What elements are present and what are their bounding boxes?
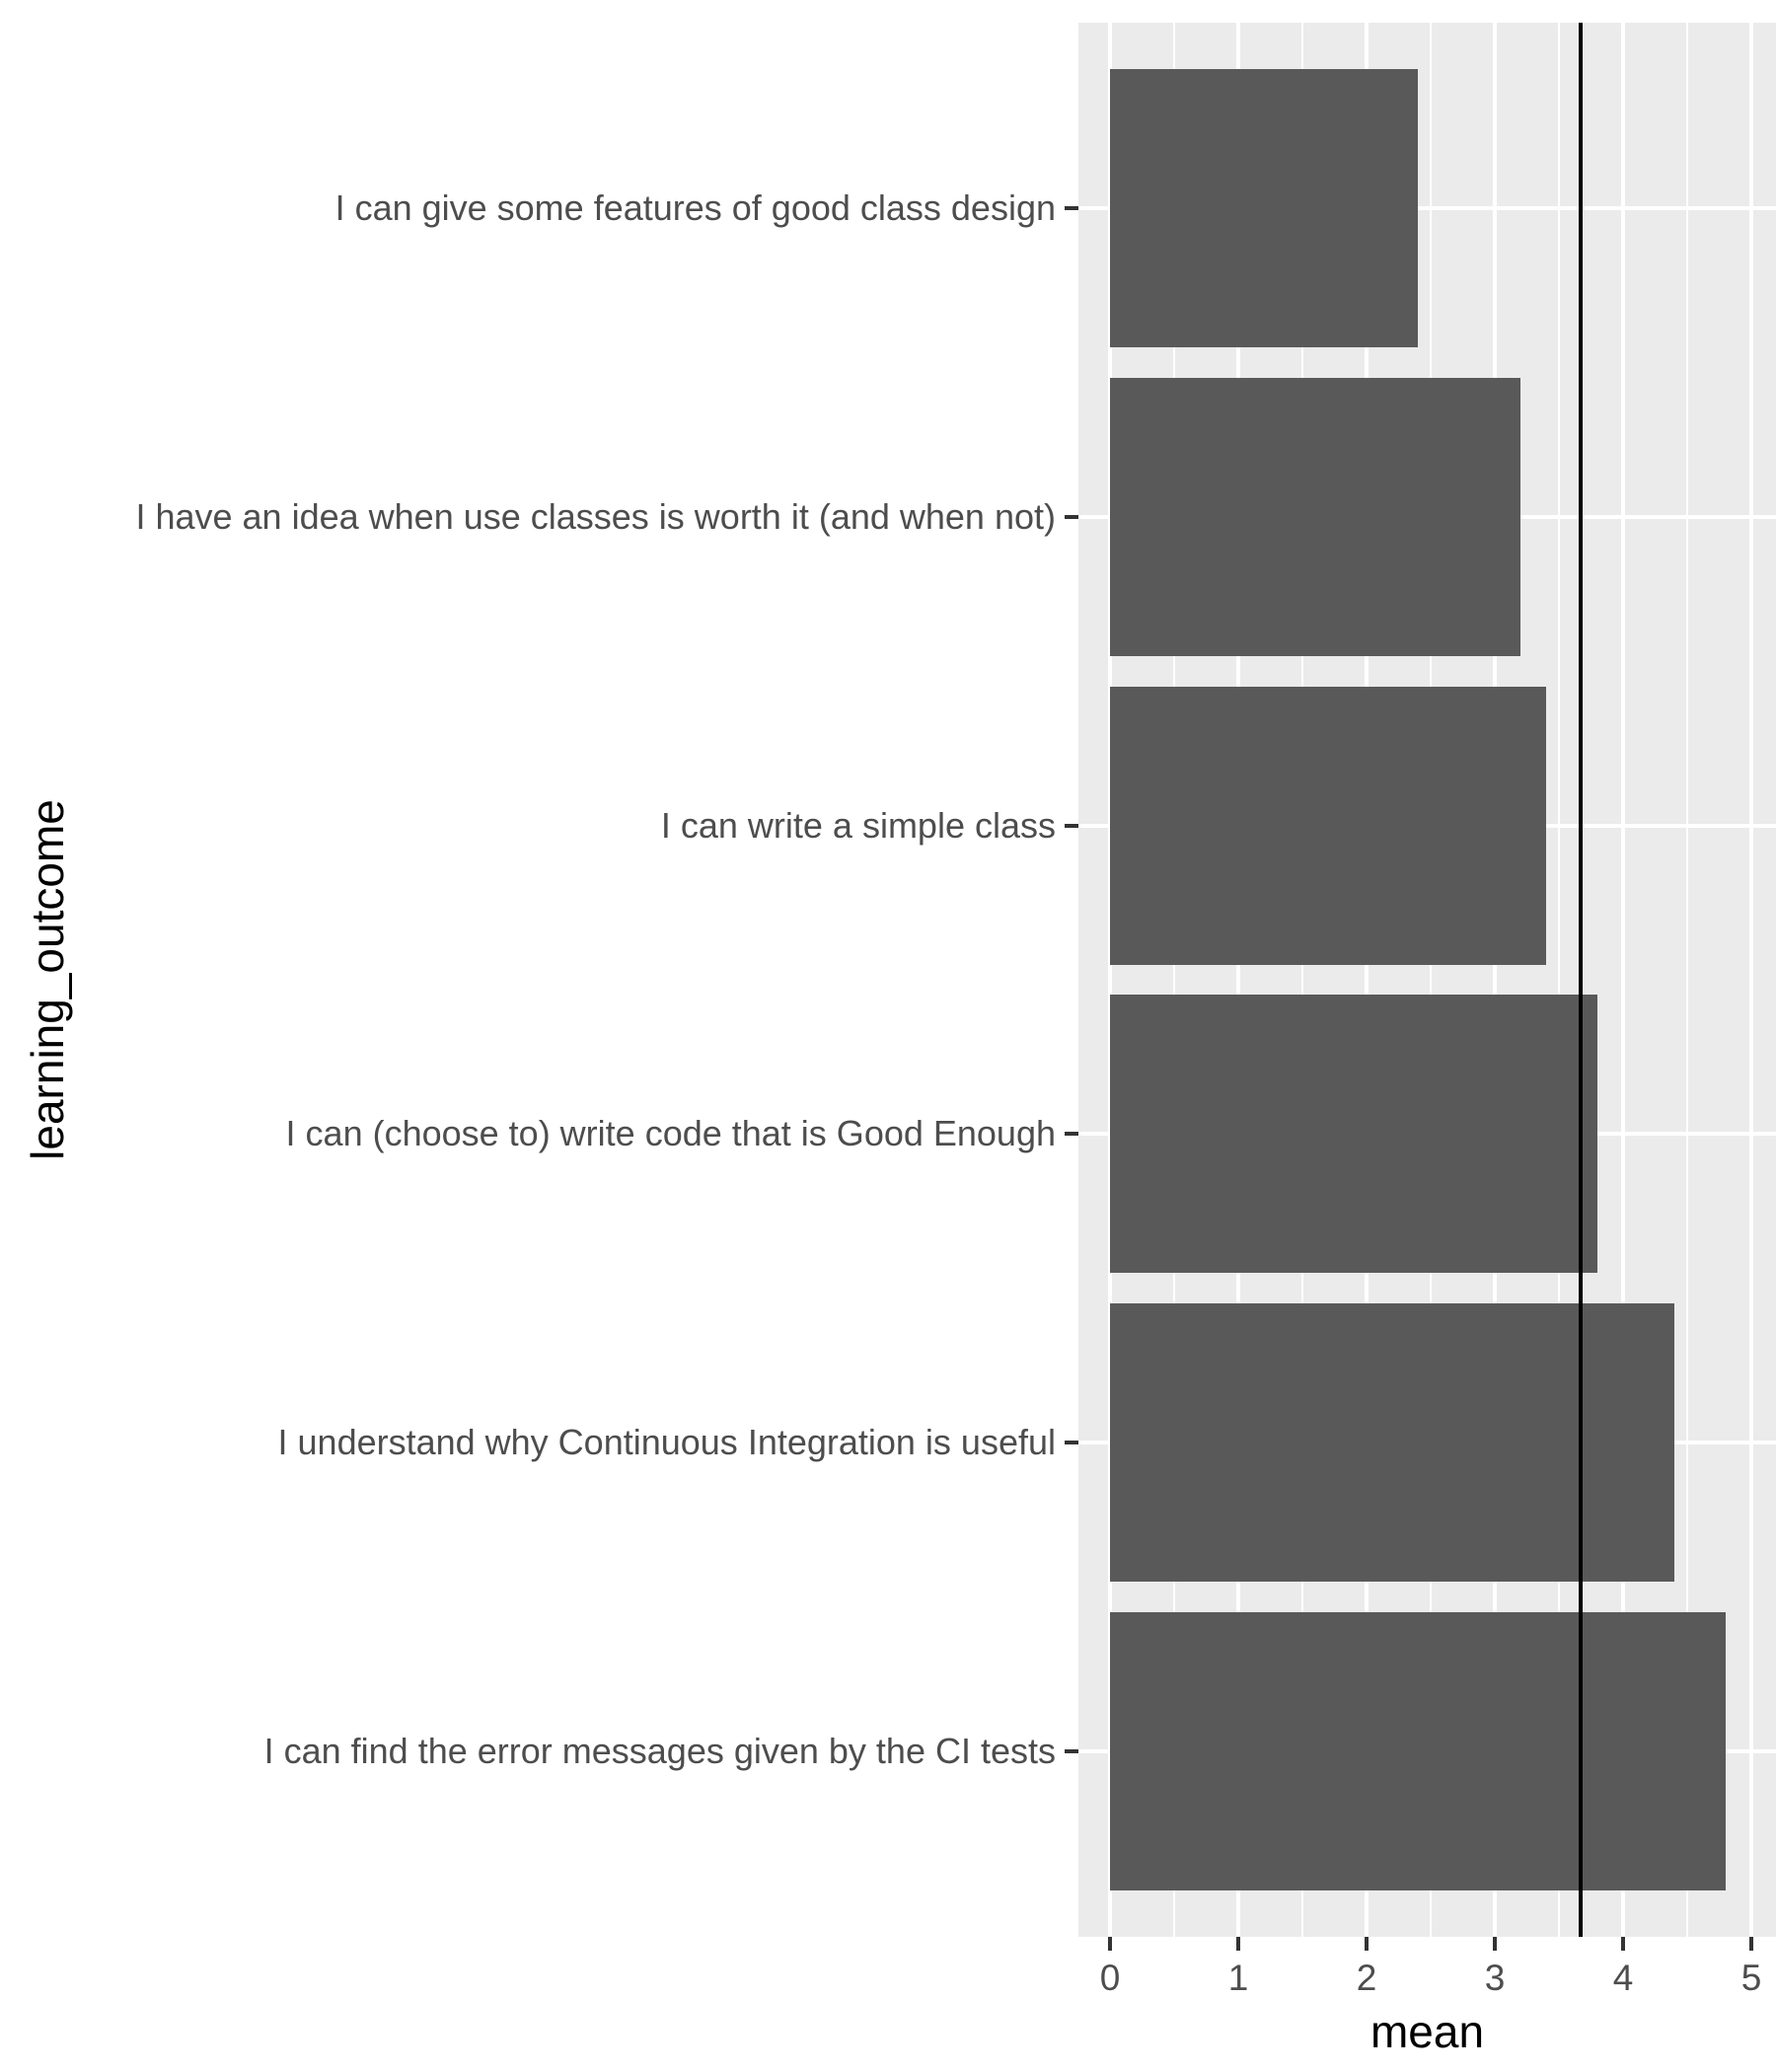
y-tick-mark	[1065, 205, 1078, 210]
y-axis-label: I understand why Continuous Integration …	[277, 1422, 1056, 1463]
x-tick-mark	[1621, 1937, 1625, 1951]
y-axis-label: I have an idea when use classes is worth…	[135, 495, 1056, 537]
x-tick-label: 2	[1356, 1958, 1377, 1998]
x-axis-title: mean	[1369, 2006, 1485, 2057]
major-gridline	[1365, 23, 1369, 1937]
y-tick-mark	[1065, 1749, 1078, 1754]
y-axis-label: I can find the error messages given by t…	[263, 1731, 1056, 1772]
x-tick-label: 4	[1612, 1958, 1634, 1998]
y-axis-title: learning_outcome	[22, 799, 73, 1160]
x-tick-label: 3	[1484, 1958, 1506, 1998]
minor-gridline	[1429, 23, 1433, 1937]
minor-gridline	[1172, 23, 1176, 1937]
major-gridline	[1749, 23, 1753, 1937]
minor-gridline	[1685, 23, 1689, 1937]
x-tick-label: 5	[1740, 1958, 1762, 1998]
minor-gridline	[1557, 23, 1561, 1937]
major-gridline	[1108, 23, 1112, 1937]
plot-panel	[1078, 23, 1776, 1937]
x-tick-mark	[1365, 1937, 1369, 1951]
category-gridline	[1078, 205, 1776, 210]
y-axis-label: I can give some features of good class d…	[334, 186, 1056, 228]
bar-4	[1110, 995, 1597, 1273]
x-tick-mark	[1493, 1937, 1497, 1951]
bar-1	[1110, 69, 1418, 347]
y-tick-mark	[1065, 823, 1078, 828]
y-tick-mark	[1065, 1441, 1078, 1445]
x-tick-label: 1	[1227, 1958, 1249, 1998]
x-tick-mark	[1749, 1937, 1753, 1951]
y-tick-mark	[1065, 514, 1078, 519]
x-tick-mark	[1236, 1937, 1240, 1951]
x-tick-mark	[1108, 1937, 1112, 1951]
y-axis-label: I can write a simple class	[660, 804, 1056, 846]
y-axis-label: I can (choose to) write code that is Goo…	[285, 1113, 1056, 1154]
x-tick-label: 0	[1099, 1958, 1121, 1998]
bar-5	[1110, 1303, 1674, 1582]
minor-gridline	[1300, 23, 1304, 1937]
bar-2	[1110, 378, 1520, 656]
major-gridline	[1493, 23, 1497, 1937]
major-gridline	[1236, 23, 1240, 1937]
mean-reference-line	[1578, 23, 1583, 1937]
bar-6	[1110, 1612, 1726, 1890]
major-gridline	[1621, 23, 1625, 1937]
y-tick-mark	[1065, 1132, 1078, 1137]
bar-3	[1110, 687, 1546, 965]
